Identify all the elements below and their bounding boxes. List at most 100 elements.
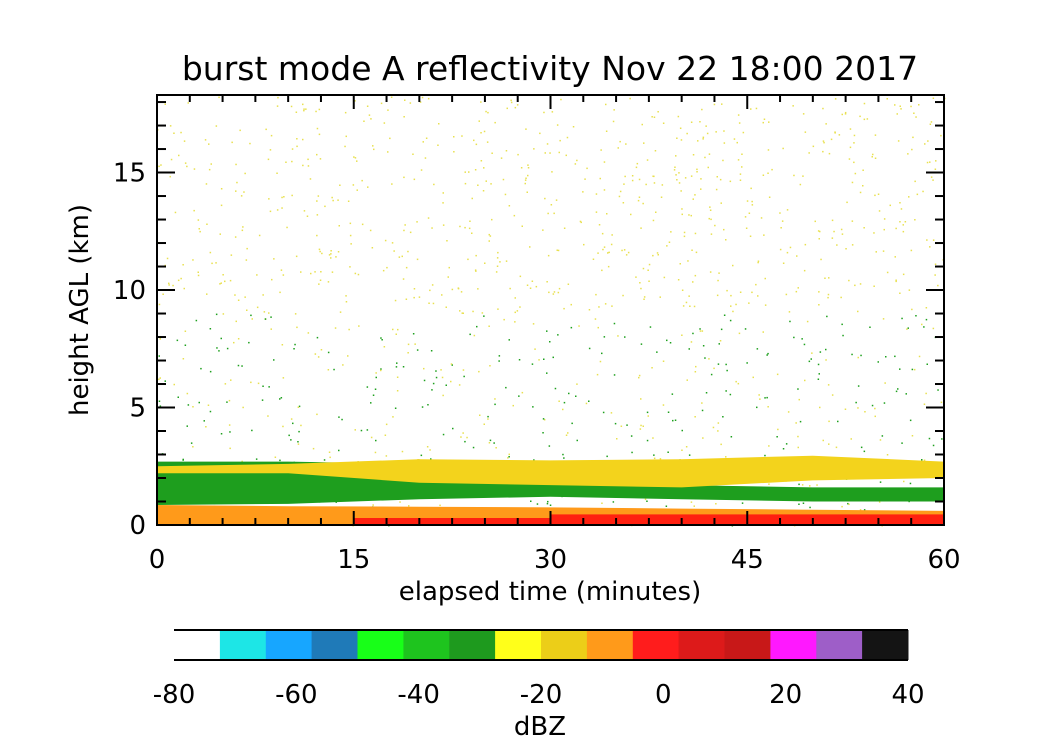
noise-speck bbox=[236, 181, 238, 184]
noise-speck bbox=[738, 332, 741, 335]
noise-speck bbox=[468, 227, 471, 230]
noise-speck bbox=[508, 456, 510, 458]
noise-speck bbox=[585, 402, 588, 405]
noise-speck bbox=[548, 445, 551, 447]
noise-speck bbox=[583, 243, 585, 246]
noise-speck bbox=[670, 231, 672, 233]
noise-speck bbox=[601, 352, 603, 355]
noise-speck bbox=[418, 296, 421, 298]
noise-speck bbox=[640, 343, 643, 345]
noise-speck bbox=[193, 209, 195, 212]
noise-speck bbox=[235, 163, 237, 166]
noise-speck bbox=[319, 250, 321, 253]
noise-speck bbox=[218, 350, 220, 352]
noise-speck bbox=[822, 107, 824, 110]
noise-speck bbox=[328, 451, 331, 453]
noise-speck bbox=[186, 165, 188, 168]
noise-speck bbox=[209, 328, 212, 330]
noise-speck bbox=[763, 234, 765, 236]
noise-speck bbox=[184, 162, 187, 164]
noise-speck bbox=[303, 210, 306, 212]
noise-speck bbox=[337, 251, 340, 253]
noise-speck bbox=[403, 229, 405, 232]
noise-speck bbox=[656, 351, 658, 353]
noise-speck bbox=[735, 380, 737, 383]
noise-speck bbox=[159, 338, 161, 340]
noise-speck bbox=[886, 98, 888, 100]
noise-speck bbox=[283, 196, 285, 198]
noise-speck bbox=[554, 387, 557, 390]
noise-speck bbox=[483, 167, 485, 169]
noise-speck bbox=[208, 168, 211, 171]
noise-speck bbox=[635, 166, 638, 169]
noise-speck bbox=[851, 181, 854, 184]
noise-speck bbox=[489, 365, 491, 367]
noise-speck bbox=[426, 446, 429, 448]
noise-speck bbox=[234, 236, 237, 238]
noise-speck bbox=[827, 296, 829, 299]
noise-speck bbox=[333, 368, 335, 371]
noise-speck bbox=[701, 409, 704, 412]
noise-speck bbox=[730, 305, 732, 307]
noise-speck bbox=[653, 182, 656, 184]
noise-speck bbox=[859, 191, 862, 194]
noise-speck bbox=[220, 188, 223, 190]
noise-speck bbox=[732, 264, 734, 267]
noise-speck bbox=[624, 336, 626, 338]
noise-speck bbox=[576, 159, 578, 162]
noise-speck bbox=[718, 343, 720, 345]
noise-speck bbox=[766, 396, 768, 399]
noise-speck bbox=[195, 319, 198, 322]
noise-speck bbox=[811, 352, 813, 354]
noise-speck bbox=[771, 168, 773, 171]
noise-speck bbox=[233, 341, 235, 344]
noise-speck bbox=[475, 254, 477, 257]
noise-speck bbox=[316, 153, 318, 156]
noise-speck bbox=[270, 134, 273, 137]
noise-speck bbox=[402, 278, 405, 280]
noise-speck bbox=[808, 360, 811, 363]
noise-speck bbox=[597, 326, 599, 329]
noise-speck bbox=[785, 293, 788, 296]
noise-speck bbox=[741, 153, 743, 155]
noise-speck bbox=[358, 325, 360, 327]
noise-speck bbox=[782, 262, 785, 264]
noise-speck bbox=[729, 319, 732, 322]
noise-speck bbox=[514, 311, 516, 314]
noise-speck bbox=[656, 252, 659, 254]
noise-speck bbox=[841, 323, 843, 326]
noise-speck bbox=[872, 153, 874, 156]
noise-speck bbox=[925, 392, 927, 395]
noise-speck bbox=[316, 413, 318, 416]
noise-speck bbox=[403, 176, 405, 179]
noise-speck bbox=[302, 103, 304, 106]
noise-speck bbox=[566, 136, 569, 139]
noise-speck bbox=[407, 343, 410, 346]
noise-speck bbox=[488, 240, 490, 242]
noise-speck bbox=[617, 147, 619, 149]
noise-speck bbox=[441, 294, 443, 296]
noise-speck bbox=[294, 343, 296, 346]
noise-speck bbox=[245, 259, 248, 261]
noise-speck bbox=[665, 505, 668, 507]
noise-speck bbox=[708, 153, 711, 155]
noise-speck bbox=[782, 147, 784, 150]
noise-speck bbox=[831, 237, 834, 239]
noise-speck bbox=[464, 171, 466, 173]
noise-speck bbox=[345, 301, 348, 303]
noise-speck bbox=[730, 436, 733, 438]
noise-speck bbox=[544, 197, 546, 200]
noise-speck bbox=[349, 234, 352, 237]
noise-speck bbox=[853, 134, 856, 137]
noise-speck bbox=[751, 204, 754, 206]
noise-speck bbox=[840, 228, 843, 231]
noise-speck bbox=[818, 291, 820, 293]
x-tick-label: 0 bbox=[149, 545, 166, 575]
noise-speck bbox=[327, 369, 330, 371]
noise-speck bbox=[895, 280, 897, 283]
noise-speck bbox=[817, 378, 820, 380]
noise-speck bbox=[799, 183, 802, 186]
noise-speck bbox=[619, 140, 621, 143]
noise-speck bbox=[514, 321, 516, 323]
noise-speck bbox=[869, 326, 871, 328]
